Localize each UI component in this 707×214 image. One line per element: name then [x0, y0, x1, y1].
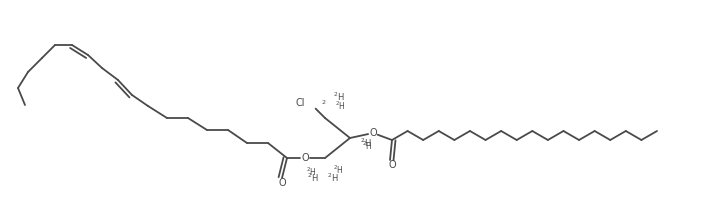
Text: $^{2}$H: $^{2}$H — [362, 140, 373, 152]
Text: 2: 2 — [321, 100, 325, 104]
Text: $^{2}$H: $^{2}$H — [335, 100, 346, 112]
Text: O: O — [388, 160, 396, 170]
Text: $\mathregular{^2}$H: $\mathregular{^2}$H — [333, 91, 344, 103]
Text: Cl: Cl — [296, 98, 305, 108]
Text: O: O — [278, 178, 286, 188]
Text: $^{2}$H: $^{2}$H — [306, 166, 317, 178]
Text: $^{2}$H: $^{2}$H — [333, 164, 344, 176]
Text: $\mathregular{^2}$H: $\mathregular{^2}$H — [327, 172, 339, 184]
Text: $\mathregular{^2}$H: $\mathregular{^2}$H — [308, 172, 319, 184]
Text: O: O — [301, 153, 309, 163]
Text: $\mathregular{^2}$H: $\mathregular{^2}$H — [360, 137, 372, 149]
Text: O: O — [369, 128, 377, 138]
